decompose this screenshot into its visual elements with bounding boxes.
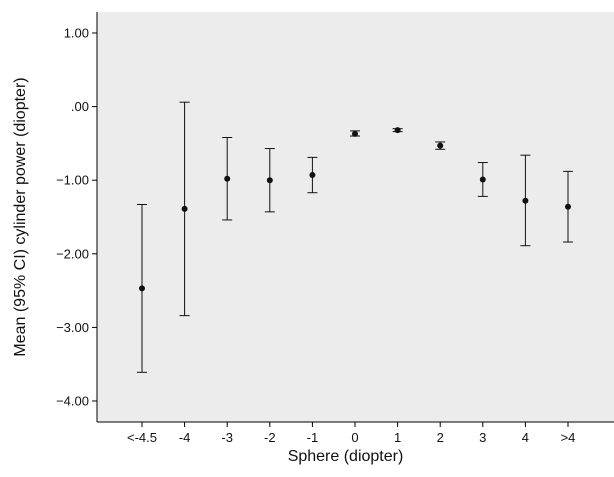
mean-point [181, 205, 188, 212]
mean-point [224, 175, 231, 182]
y-axis-title: Mean (95% CI) cylinder power (diopter) [12, 77, 29, 356]
x-axis-ticks: <-4.5 -4 -3 -2 -1 0 1 2 3 4 >4 [127, 422, 575, 445]
y-tick-label: −3.00 [56, 320, 89, 335]
data-marks [137, 101, 573, 373]
x-tick-label: >4 [561, 430, 576, 445]
x-tick-label: 2 [437, 430, 444, 445]
mean-point [394, 127, 401, 134]
y-tick-label: −4.00 [56, 394, 89, 409]
y-tick-label: 1.00 [64, 26, 89, 41]
x-tick-label: 3 [479, 430, 486, 445]
y-tick-label: −1.00 [56, 173, 89, 188]
mean-point [479, 176, 486, 183]
x-tick-label: -2 [264, 430, 276, 445]
y-axis-ticks: 1.00 .00 −1.00 −2.00 −3.00 −4.00 [56, 26, 97, 409]
mean-point [437, 142, 444, 149]
plot-area [97, 12, 614, 422]
y-tick-label: −2.00 [56, 246, 89, 261]
x-tick-label: 0 [351, 430, 358, 445]
x-tick-label: <-4.5 [127, 430, 157, 445]
mean-point [309, 172, 316, 179]
x-axis-title: Sphere (diopter) [288, 448, 404, 465]
x-tick-label: -4 [179, 430, 191, 445]
mean-point [565, 203, 571, 210]
x-tick-label: 1 [394, 430, 401, 445]
y-tick-label: .00 [71, 99, 89, 114]
x-tick-label: -3 [221, 430, 233, 445]
mean-point [266, 177, 273, 184]
x-tick-label: -1 [307, 430, 319, 445]
mean-point [522, 197, 529, 204]
mean-point [139, 285, 145, 292]
x-tick-label: 4 [522, 430, 529, 445]
mean-point [352, 130, 358, 137]
